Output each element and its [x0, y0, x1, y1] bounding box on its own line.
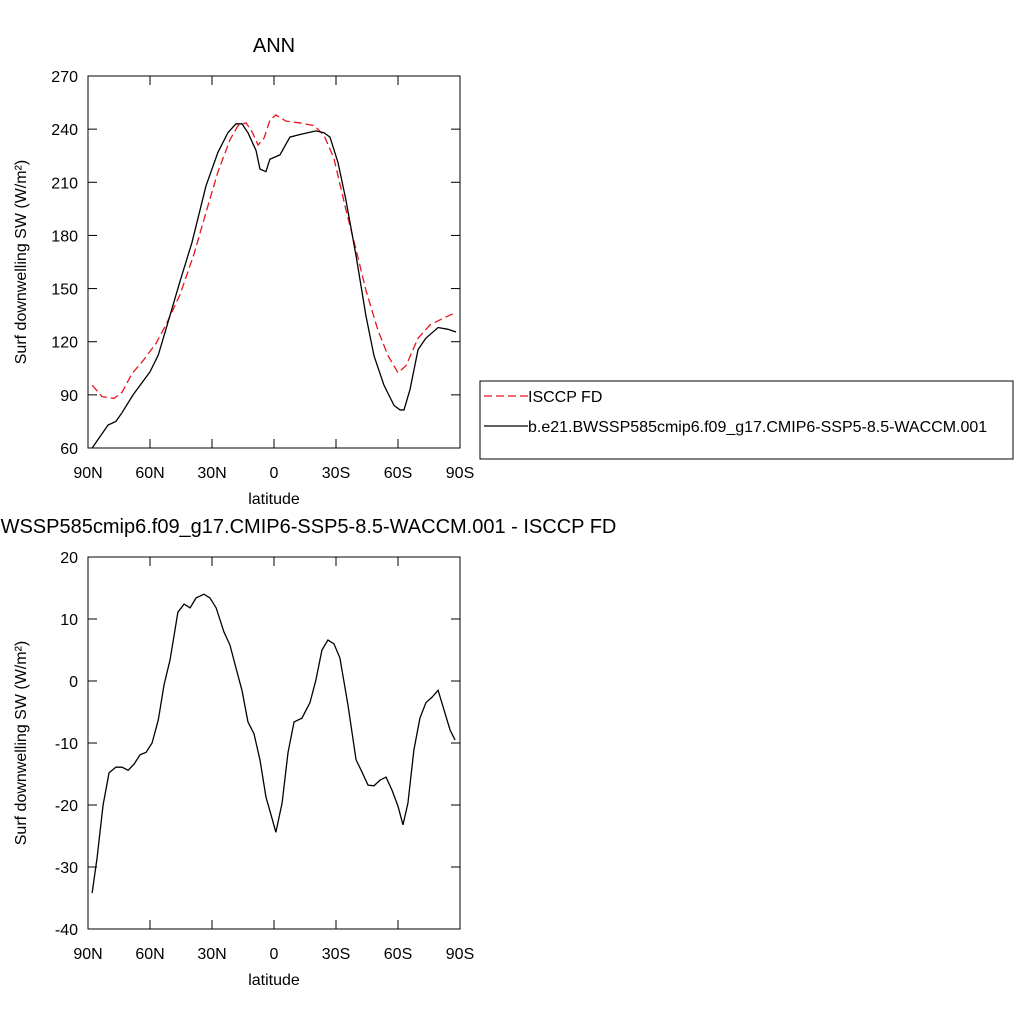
- x-tick-label: 90S: [446, 946, 474, 963]
- x-tick-label: 60S: [384, 465, 412, 482]
- chart-title: ANN: [253, 35, 295, 57]
- x-tick-label: 30S: [322, 946, 350, 963]
- plot-frame: [87, 75, 461, 449]
- chart-title: b.e21.BWSSP585cmip6.f09_g17.CMIP6-SSP5-8…: [0, 516, 616, 538]
- plot-frame: [87, 556, 461, 930]
- y-tick-label: 120: [51, 335, 78, 352]
- y-axis-label: Surf downwelling SW (W/m²): [13, 160, 30, 364]
- x-tick-label: 30N: [197, 465, 226, 482]
- x-tick-label: 60N: [135, 946, 164, 963]
- x-tick-label: 30S: [322, 465, 350, 482]
- y-tick-label: 0: [69, 674, 78, 691]
- y-tick-label: 270: [51, 69, 78, 86]
- x-axis-label: latitude: [248, 491, 300, 508]
- x-tick-label: 90N: [73, 946, 102, 963]
- y-tick-label: -40: [55, 922, 78, 939]
- x-tick-label: 60N: [135, 465, 164, 482]
- y-tick-label: 210: [51, 175, 78, 192]
- y-tick-label: 90: [60, 388, 78, 405]
- y-tick-label: 10: [60, 612, 78, 629]
- legend-label: b.e21.BWSSP585cmip6.f09_g17.CMIP6-SSP5-8…: [528, 419, 987, 436]
- y-axis-label: Surf downwelling SW (W/m²): [13, 641, 30, 845]
- data-line: [91, 114, 457, 400]
- x-tick-label: 0: [270, 946, 279, 963]
- legend-box: [479, 380, 1014, 460]
- legend-label: ISCCP FD: [528, 389, 602, 406]
- y-tick-label: -10: [55, 736, 78, 753]
- x-tick-label: 30N: [197, 946, 226, 963]
- y-tick-label: 240: [51, 122, 78, 139]
- y-tick-label: 180: [51, 228, 78, 245]
- y-tick-label: 150: [51, 282, 78, 299]
- data-line: [91, 593, 456, 894]
- x-axis-label: latitude: [248, 972, 300, 989]
- y-tick-label: -30: [55, 860, 78, 877]
- y-tick-label: 60: [60, 441, 78, 458]
- x-tick-label: 0: [270, 465, 279, 482]
- y-tick-label: 20: [60, 550, 78, 567]
- x-tick-label: 90N: [73, 465, 102, 482]
- data-line: [91, 123, 457, 449]
- x-tick-label: 90S: [446, 465, 474, 482]
- x-tick-label: 60S: [384, 946, 412, 963]
- y-tick-label: -20: [55, 798, 78, 815]
